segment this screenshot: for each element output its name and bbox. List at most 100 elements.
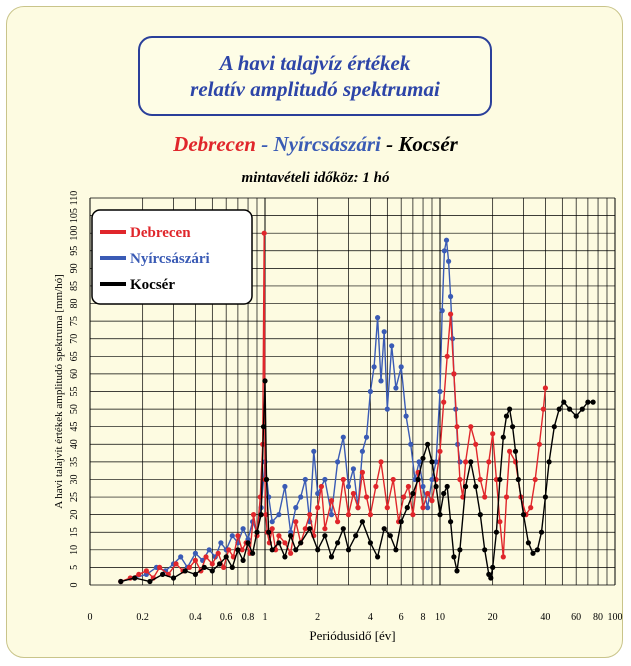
data-point-debrecen xyxy=(490,431,496,437)
x-tick-label: 2 xyxy=(315,612,320,623)
data-point-kocser xyxy=(433,483,439,490)
data-point-debrecen xyxy=(307,511,313,518)
data-point-kocser xyxy=(493,529,499,535)
data-point-nyircsaszari xyxy=(340,434,346,440)
data-point-kocser xyxy=(448,519,454,525)
data-point-kocser xyxy=(429,459,435,465)
data-point-kocser xyxy=(590,399,596,405)
data-point-kocser xyxy=(503,413,510,419)
data-point-debrecen xyxy=(463,459,469,465)
data-point-kocser xyxy=(457,547,463,553)
data-point-kocser xyxy=(353,533,359,539)
series-debrecen xyxy=(118,230,549,585)
data-point-debrecen xyxy=(457,476,463,483)
y-tick-label: 0 xyxy=(69,583,80,588)
data-point-kocser xyxy=(515,476,521,483)
data-point-kocser xyxy=(542,494,549,500)
data-point-nyircsaszari xyxy=(433,459,439,465)
title-line-1: A havi talajvíz értékek xyxy=(219,51,411,75)
data-point-kocser xyxy=(509,424,516,430)
data-point-kocser xyxy=(245,540,251,546)
data-point-nyircsaszari xyxy=(393,385,399,391)
x-tick-label: 1 xyxy=(263,612,268,623)
data-point-nyircsaszari xyxy=(420,483,426,490)
data-point-kocser xyxy=(525,540,532,546)
x-tick-label: 10 xyxy=(435,612,445,623)
data-point-debrecen xyxy=(209,561,215,567)
y-tick-label: 35 xyxy=(69,457,80,467)
data-point-debrecen xyxy=(250,511,257,518)
legend-label: Kocsér xyxy=(130,277,175,293)
data-point-debrecen xyxy=(359,469,365,475)
y-tick-label: 65 xyxy=(69,351,80,361)
data-point-nyircsaszari xyxy=(311,448,317,454)
y-tick-label: 85 xyxy=(69,281,80,291)
data-point-debrecen xyxy=(263,511,269,518)
data-point-kocser xyxy=(209,568,215,574)
data-point-nyircsaszari xyxy=(416,459,422,465)
data-point-kocser xyxy=(254,529,260,535)
data-point-debrecen xyxy=(429,498,435,504)
data-point-nyircsaszari xyxy=(302,476,308,483)
data-point-kocser xyxy=(345,547,352,553)
data-point-kocser xyxy=(359,519,365,525)
data-point-debrecen xyxy=(282,540,288,546)
y-tick-label: 110 xyxy=(69,191,80,206)
data-point-debrecen xyxy=(203,554,209,560)
data-point-debrecen xyxy=(192,557,198,564)
data-point-debrecen xyxy=(328,498,335,504)
data-point-debrecen xyxy=(293,519,299,525)
data-point-debrecen xyxy=(239,547,245,553)
data-point-debrecen xyxy=(468,424,474,430)
data-point-nyircsaszari xyxy=(315,490,321,497)
data-point-kocser xyxy=(468,459,474,465)
legend-label: Debrecen xyxy=(130,225,191,241)
data-point-debrecen xyxy=(473,441,479,447)
data-point-debrecen xyxy=(500,554,506,560)
y-tick-label: 5 xyxy=(69,565,80,570)
y-tick-label: 80 xyxy=(69,299,80,309)
data-point-kocser xyxy=(201,564,207,571)
data-point-nyircsaszari xyxy=(192,550,198,556)
subtitle-sep-1: - xyxy=(255,132,274,156)
y-tick-label: 20 xyxy=(69,510,80,520)
data-point-kocser xyxy=(118,578,124,585)
y-tick-label: 60 xyxy=(69,369,80,379)
data-point-debrecen xyxy=(345,511,352,518)
data-point-debrecen xyxy=(405,483,411,490)
data-point-debrecen xyxy=(444,353,450,359)
data-point-kocser xyxy=(260,424,267,430)
x-axis-label: Periódusidő [év] xyxy=(309,628,395,643)
x-tick-labels: 0 0.2 0.4 0.6 0.8 1 2 4 6 8 10 20 40 60 80 100 xyxy=(88,612,623,623)
data-point-kocser xyxy=(160,571,166,578)
sampling-note: mintavételi időköz: 1 hó xyxy=(241,170,390,186)
x-tick-label: 0.8 xyxy=(242,612,255,623)
data-point-kocser xyxy=(551,424,557,430)
data-point-kocser xyxy=(497,476,503,483)
x-tick-label: 0.2 xyxy=(136,612,149,623)
x-tick-label: 4 xyxy=(368,612,373,623)
x-tick-label: 20 xyxy=(488,612,498,623)
data-point-nyircsaszari xyxy=(218,540,224,546)
data-point-debrecen xyxy=(536,441,543,447)
data-point-debrecen xyxy=(143,568,149,574)
x-tick-label: 0.4 xyxy=(189,612,202,623)
data-point-nyircsaszari xyxy=(408,441,414,447)
data-point-kocser xyxy=(217,561,223,567)
data-point-nyircsaszari xyxy=(441,248,447,254)
data-point-debrecen xyxy=(315,505,321,511)
data-point-kocser xyxy=(567,406,573,412)
data-point-kocser xyxy=(477,511,483,518)
subtitle-nyircsaszari: Nyírcsászári xyxy=(273,132,381,156)
data-point-debrecen xyxy=(482,494,488,500)
series-line-kocser xyxy=(120,380,594,583)
data-point-nyircsaszari xyxy=(240,526,246,532)
data-point-debrecen xyxy=(186,564,192,571)
data-point-nyircsaszari xyxy=(206,547,212,553)
data-point-kocser xyxy=(579,406,585,412)
data-point-kocser xyxy=(229,564,235,571)
data-point-nyircsaszari xyxy=(375,315,381,321)
data-point-kocser xyxy=(328,554,335,560)
data-point-debrecen xyxy=(540,406,547,412)
data-point-debrecen xyxy=(302,526,308,532)
